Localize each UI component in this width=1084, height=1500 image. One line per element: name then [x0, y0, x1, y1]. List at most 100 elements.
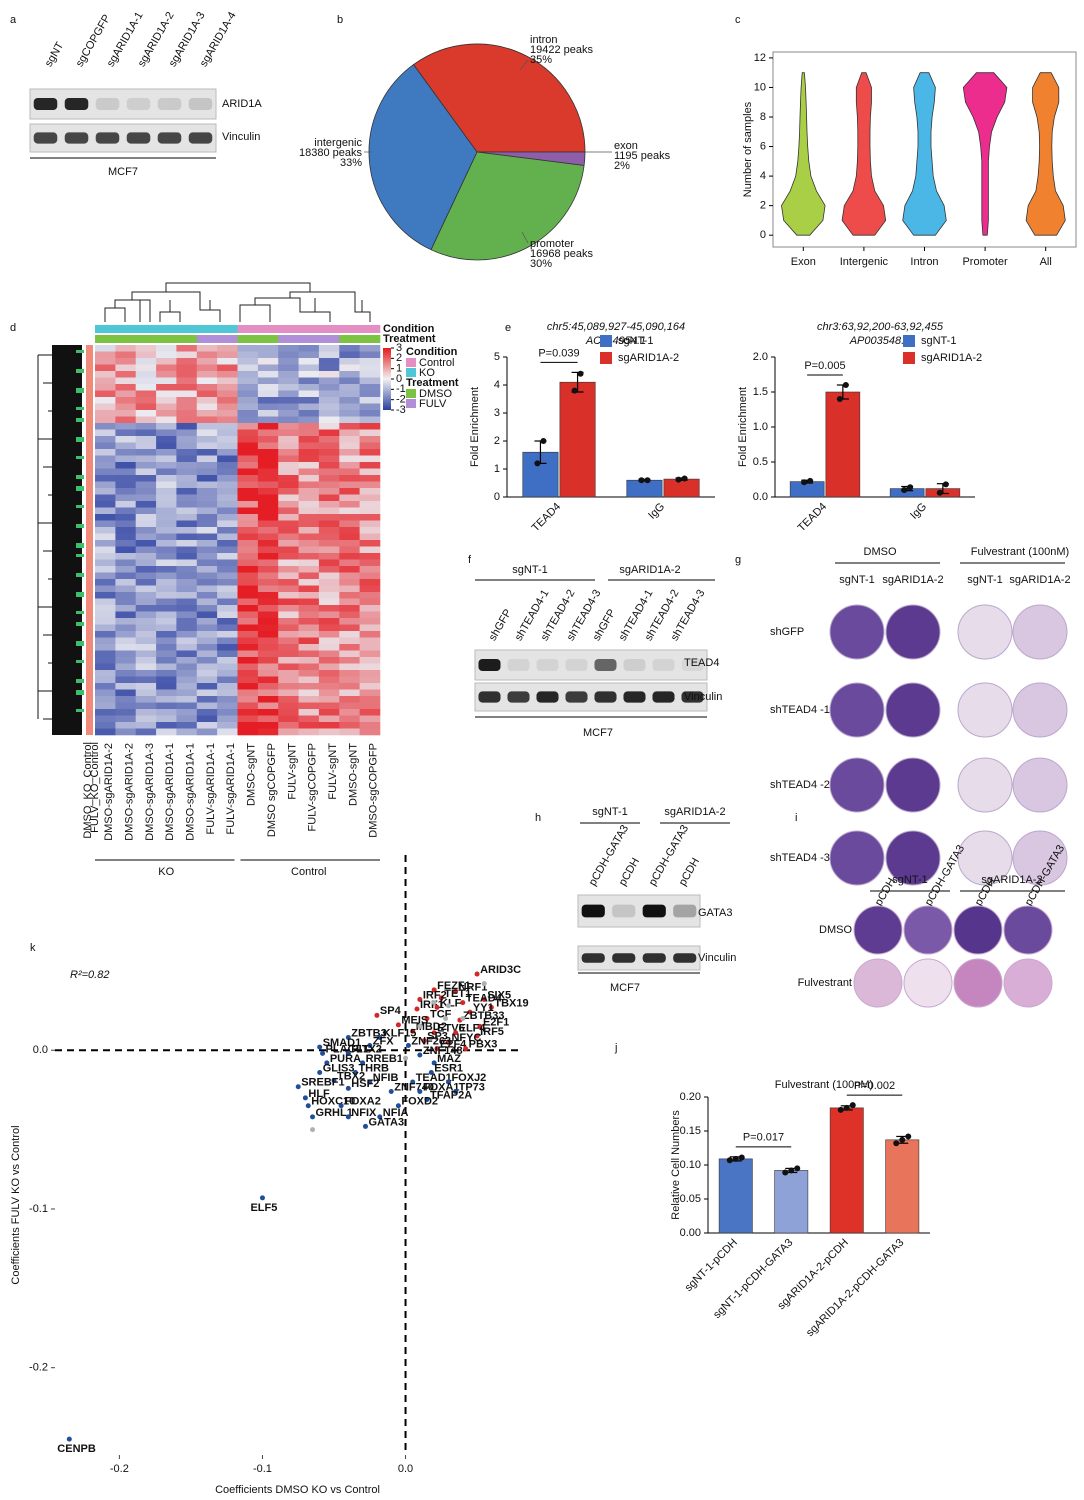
heatmap-cell	[318, 468, 340, 476]
p-value: P=0.039	[538, 347, 579, 359]
heatmap-cell	[156, 670, 177, 677]
y-tick-label: 8	[760, 111, 766, 123]
heatmap-cell	[115, 436, 137, 443]
heatmap-cell	[196, 715, 218, 723]
heatmap-cell	[339, 663, 360, 671]
condition-cell	[176, 325, 198, 333]
condition-cell	[95, 325, 116, 333]
heatmap-cell	[95, 585, 116, 593]
heatmap-cell	[359, 397, 381, 404]
heatmap-cell	[196, 670, 218, 677]
heatmap-cell	[339, 351, 360, 359]
heatmap-cell	[237, 728, 259, 736]
point-label: RREB1	[366, 1053, 403, 1065]
heatmap-cell	[196, 650, 218, 658]
heatmap-cell	[217, 553, 238, 560]
heatmap-cell	[318, 507, 340, 515]
heatmap-cell	[257, 728, 279, 736]
heatmap-cell	[257, 364, 279, 372]
heatmap-cell	[278, 397, 299, 404]
y-tick-label: 10	[754, 81, 766, 93]
row-label: shTEAD4 -3	[770, 852, 830, 864]
heatmap-cell	[257, 527, 279, 534]
heatmap-cell	[135, 520, 157, 528]
point-label: ARID3C	[480, 964, 521, 976]
heatmap-cell	[298, 410, 320, 417]
heatmap-cell	[196, 540, 218, 547]
heatmap-cell	[339, 429, 360, 437]
point-label: ESR1	[434, 1062, 463, 1074]
replicate-point	[675, 476, 682, 483]
point	[395, 1022, 401, 1028]
point-label: HLF	[308, 1088, 330, 1100]
heatmap-cell	[359, 390, 381, 398]
heatmap-cell	[339, 709, 360, 716]
heatmap-cell	[135, 462, 157, 469]
heatmap-cell	[278, 527, 299, 534]
heatmap-cell	[196, 410, 218, 417]
heatmap-cell	[339, 345, 360, 352]
panel-letter: i	[795, 812, 797, 824]
chart-title: Fulvestrant (100nM)	[775, 1079, 873, 1091]
vinculin-band	[33, 132, 58, 144]
heatmap-cell	[298, 442, 320, 450]
heatmap-cell	[359, 572, 381, 580]
heatmap-cell	[196, 579, 218, 586]
heatmap-cell	[176, 631, 198, 638]
heatmap-cell	[298, 533, 320, 541]
slice-label: promoter	[530, 238, 574, 250]
heatmap-cell	[156, 455, 177, 463]
heatmap-cell	[359, 546, 381, 554]
row-side-mark	[76, 524, 84, 528]
heatmap-cell	[278, 553, 299, 560]
heatmap-cell	[339, 468, 360, 476]
heatmap-cell	[298, 390, 320, 398]
replicate-point	[788, 1167, 795, 1174]
heatmap-cell	[115, 488, 137, 495]
heatmap-cell	[257, 709, 279, 716]
heatmap-cell	[339, 449, 360, 456]
panel-letter: c	[735, 14, 741, 26]
point-label: PLAGL1	[326, 1043, 369, 1055]
heatmap-cell	[318, 533, 340, 541]
heatmap-cell	[318, 397, 340, 404]
heatmap-cell	[359, 624, 381, 632]
point-label: TEAD1	[416, 1072, 452, 1084]
heatmap-cell	[359, 371, 381, 378]
y-axis-label: Fold Enrichment	[737, 387, 749, 467]
heatmap-cell	[359, 429, 381, 437]
heatmap-cell	[196, 371, 218, 378]
legend-label: KO	[419, 367, 435, 379]
heatmap-cell	[176, 397, 198, 404]
heatmap-cell	[156, 481, 177, 489]
heatmap-cell	[176, 416, 198, 424]
row-dendrogram	[52, 345, 82, 735]
bar	[789, 481, 825, 498]
heatmap-cell	[156, 566, 177, 573]
heatmap-cell	[115, 429, 137, 437]
heatmap-cell	[339, 416, 360, 424]
heatmap-cell	[318, 572, 340, 580]
heatmap-cell	[156, 605, 177, 612]
point-label: SP3	[427, 1031, 448, 1043]
point	[362, 1123, 368, 1129]
heatmap-cell	[359, 709, 381, 716]
replicate-point	[782, 1169, 789, 1176]
heatmap-cell	[278, 572, 299, 580]
row-side-label: DMSO_KO_Control	[82, 742, 94, 839]
heatmap-cell	[115, 468, 137, 476]
replicate-point	[571, 387, 578, 394]
heatmap-cell	[318, 527, 340, 534]
legend-title: Condition	[406, 346, 458, 358]
heatmap-cell	[115, 592, 137, 599]
heatmap-cell	[278, 696, 299, 703]
point	[445, 1079, 451, 1085]
group-label: sgNT-1	[892, 874, 927, 886]
heatmap-cell	[115, 663, 137, 671]
heatmap-cell	[257, 611, 279, 619]
heatmap-cell	[298, 592, 320, 599]
heatmap-cell	[95, 436, 116, 443]
heatmap-cell	[257, 579, 279, 586]
heatmap-cell	[217, 358, 238, 365]
heatmap-cell	[318, 520, 340, 528]
